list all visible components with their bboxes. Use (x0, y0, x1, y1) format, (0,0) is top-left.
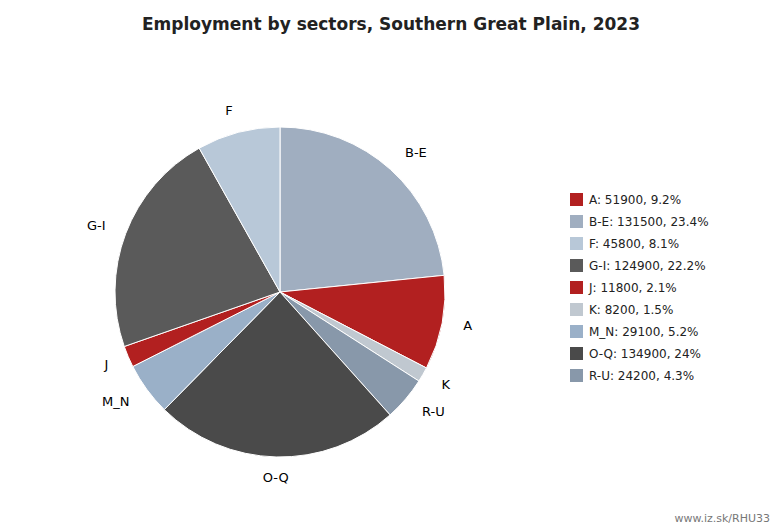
legend-swatch (570, 347, 583, 360)
legend-item: M_N: 29100, 5.2% (570, 325, 698, 339)
watermark: www.iz.sk/RHU33 (674, 512, 770, 525)
legend-item: J: 11800, 2.1% (570, 281, 677, 295)
legend-label: G-I: 124900, 22.2% (589, 259, 706, 273)
pie-slice (280, 127, 444, 292)
legend-item: G-I: 124900, 22.2% (570, 259, 706, 273)
pie (115, 127, 445, 457)
chart: Employment by sectors, Southern Great Pl… (0, 0, 782, 532)
legend-swatch (570, 259, 583, 272)
legend: A: 51900, 9.2% B-E: 131500, 23.4% F: 45800… (570, 193, 709, 383)
legend-item: A: 51900, 9.2% (570, 193, 681, 207)
slice-label: J (104, 357, 109, 372)
slice-label: B-E (405, 145, 427, 160)
legend-label: F: 45800, 8.1% (589, 237, 679, 251)
slice-label: A (463, 318, 472, 333)
legend-label: B-E: 131500, 23.4% (589, 215, 709, 229)
legend-item: F: 45800, 8.1% (570, 237, 679, 251)
legend-swatch (570, 303, 583, 316)
slice-label: O-Q (263, 470, 289, 485)
legend-label: O-Q: 134900, 24% (589, 347, 701, 361)
slice-label: M_N (102, 394, 129, 409)
legend-item: R-U: 24200, 4.3% (570, 369, 694, 383)
legend-item: K: 8200, 1.5% (570, 303, 673, 317)
title: Employment by sectors, Southern Great Pl… (142, 14, 640, 34)
slice-label: K (441, 377, 450, 392)
legend-item: O-Q: 134900, 24% (570, 347, 701, 361)
legend-swatch (570, 281, 583, 294)
legend-label: J: 11800, 2.1% (588, 281, 677, 295)
legend-swatch (570, 325, 583, 338)
legend-swatch (570, 215, 583, 228)
legend-label: R-U: 24200, 4.3% (589, 369, 694, 383)
legend-swatch (570, 193, 583, 206)
slice-label: R-U (422, 404, 445, 419)
pie-slice (199, 127, 280, 292)
legend-label: A: 51900, 9.2% (589, 193, 681, 207)
legend-swatch (570, 369, 583, 382)
legend-item: B-E: 131500, 23.4% (570, 215, 709, 229)
legend-swatch (570, 237, 583, 250)
legend-label: M_N: 29100, 5.2% (589, 325, 698, 339)
slice-label: G-I (87, 218, 106, 233)
slice-label: F (225, 103, 232, 118)
legend-label: K: 8200, 1.5% (589, 303, 673, 317)
slice-labels: B-E A K R-U O-Q M_N J G-I F (87, 103, 472, 485)
